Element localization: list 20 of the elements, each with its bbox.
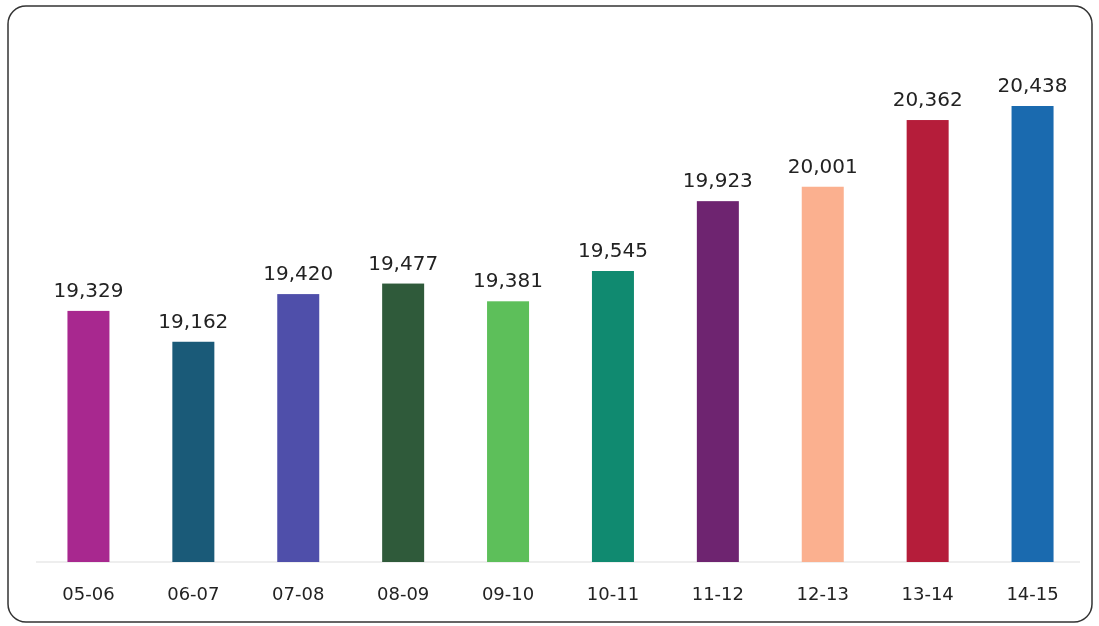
x-tick-label: 14-15 bbox=[1006, 583, 1059, 604]
data-label: 19,329 bbox=[53, 277, 124, 302]
data-label: 20,438 bbox=[997, 73, 1068, 97]
x-tick-label: 10-11 bbox=[586, 583, 640, 604]
x-tick-label: 07-08 bbox=[272, 583, 325, 604]
data-label: 19,545 bbox=[577, 238, 648, 262]
x-tick-label: 11-12 bbox=[691, 583, 745, 604]
x-tick-label: 06-07 bbox=[167, 583, 220, 604]
data-label: 19,381 bbox=[473, 268, 544, 293]
data-label: 20,362 bbox=[892, 87, 963, 112]
x-tick-label: 09-10 bbox=[481, 583, 535, 604]
x-tick-label: 12-13 bbox=[796, 583, 849, 604]
data-label: 19,477 bbox=[368, 250, 439, 275]
data-label: 19,923 bbox=[682, 168, 753, 193]
x-tick-label: 13-14 bbox=[901, 583, 954, 604]
x-tick-label: 08-09 bbox=[376, 583, 430, 604]
data-label: 19,420 bbox=[263, 261, 334, 286]
data-label: 20,001 bbox=[787, 153, 858, 178]
x-tick-label: 05-06 bbox=[62, 583, 115, 604]
data-label: 19,162 bbox=[158, 308, 229, 333]
